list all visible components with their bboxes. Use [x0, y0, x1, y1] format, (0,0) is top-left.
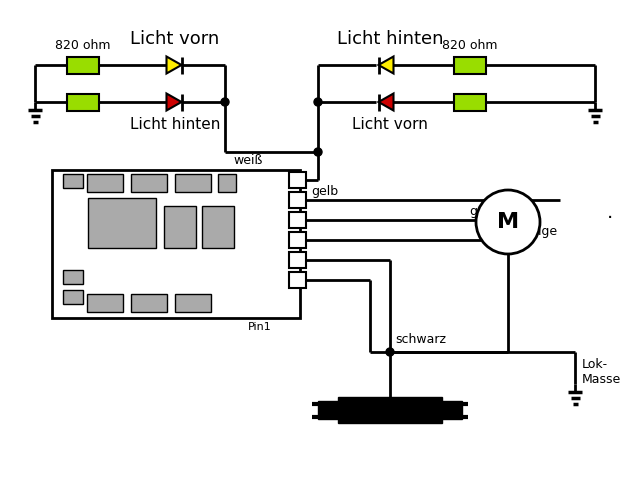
Text: Licht hinten: Licht hinten: [130, 117, 220, 132]
Text: Licht hinten: Licht hinten: [337, 30, 444, 48]
Bar: [454, 94, 486, 110]
Circle shape: [314, 98, 322, 106]
Bar: [52, 170, 300, 318]
Text: schwarz: schwarz: [395, 333, 446, 346]
Bar: [67, 94, 99, 110]
Bar: [175, 174, 211, 192]
Text: Licht vorn: Licht vorn: [352, 117, 428, 132]
Polygon shape: [378, 57, 394, 73]
Circle shape: [476, 190, 540, 254]
Bar: [289, 192, 306, 208]
Bar: [289, 232, 306, 248]
Text: 820 ohm: 820 ohm: [55, 39, 111, 52]
Bar: [218, 174, 236, 192]
Bar: [440, 401, 462, 419]
Bar: [289, 272, 306, 288]
Circle shape: [314, 148, 322, 156]
Circle shape: [221, 98, 229, 106]
Polygon shape: [166, 57, 182, 73]
Bar: [67, 57, 99, 73]
Text: Licht vorn: Licht vorn: [131, 30, 220, 48]
Text: grau: grau: [469, 205, 498, 218]
Bar: [131, 294, 167, 312]
Text: orange: orange: [513, 225, 557, 238]
Bar: [63, 290, 83, 304]
Text: weiß: weiß: [233, 154, 262, 167]
Text: Pin1: Pin1: [248, 322, 272, 332]
Text: gelb: gelb: [311, 185, 338, 198]
Bar: [131, 174, 167, 192]
Bar: [338, 397, 442, 423]
Bar: [202, 206, 234, 248]
Bar: [289, 252, 306, 268]
Bar: [164, 206, 196, 248]
Bar: [87, 294, 123, 312]
Text: Lok-
Masse: Lok- Masse: [582, 358, 621, 386]
Bar: [87, 174, 123, 192]
Text: M: M: [497, 212, 519, 232]
Circle shape: [386, 348, 394, 356]
Bar: [289, 212, 306, 228]
Bar: [88, 198, 156, 248]
Text: 820 ohm: 820 ohm: [442, 39, 498, 52]
Bar: [454, 57, 486, 73]
Polygon shape: [166, 94, 182, 110]
Polygon shape: [378, 94, 394, 110]
Bar: [175, 294, 211, 312]
Bar: [318, 401, 340, 419]
Text: .: .: [607, 203, 613, 221]
Bar: [63, 174, 83, 188]
Bar: [63, 270, 83, 284]
Bar: [289, 172, 306, 188]
